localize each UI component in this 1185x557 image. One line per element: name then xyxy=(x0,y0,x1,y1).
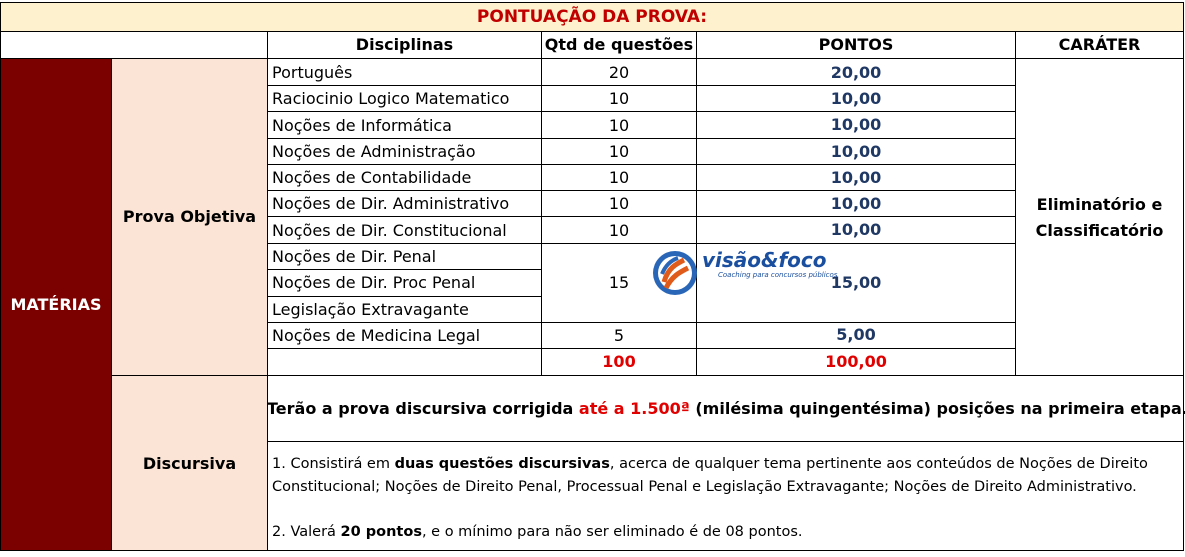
header-spacer xyxy=(0,31,268,59)
pontos-cell: 10,00 xyxy=(830,194,882,213)
note1-bold: duas questões discursivas xyxy=(394,456,610,472)
qtd-cell: 15 xyxy=(608,273,630,292)
discursiva-banner: Terão a prova discursiva corrigida até a… xyxy=(267,396,1185,422)
row-divider xyxy=(267,296,542,297)
qtd-cell: 10 xyxy=(608,168,630,187)
logo-brand: visão&foco xyxy=(702,248,827,272)
pontos-cell: 10,00 xyxy=(830,168,882,187)
disciplina-cell: Português xyxy=(272,63,353,82)
row-divider xyxy=(267,190,1016,191)
qtd-cell: 10 xyxy=(608,89,630,108)
header-pontos-label: PONTOS xyxy=(818,35,894,54)
pontos-cell: 20,00 xyxy=(830,63,882,82)
discursiva-note-1-line-2: Constitucional; Noções de Direito Penal,… xyxy=(272,479,1137,495)
row-divider xyxy=(267,269,542,270)
note2-bold: 20 pontos xyxy=(340,524,422,540)
disciplina-cell: Legislação Extravagante xyxy=(272,300,469,319)
discursiva-note-1-line-1: 1. Consistirá em duas questões discursiv… xyxy=(272,451,1148,477)
row-divider xyxy=(267,164,1016,165)
note1-after: , acerca de qualquer tema pertinente aos… xyxy=(609,456,1148,472)
discursiva-notes-cell xyxy=(267,441,1184,551)
disciplina-cell: Noções de Dir. Constitucional xyxy=(272,221,507,240)
page-title: PONTUAÇÃO DA PROVA: xyxy=(476,7,708,27)
disciplina-cell: Noções de Informática xyxy=(272,116,452,135)
carater-value-line2: Classificatório xyxy=(1035,221,1164,240)
header-qtd-label: Qtd de questões xyxy=(544,35,694,54)
pontos-cell: 5,00 xyxy=(836,325,876,344)
qtd-cell: 10 xyxy=(608,142,630,161)
qtd-cell: 10 xyxy=(608,221,630,240)
discursiva-label: Discursiva xyxy=(142,454,237,473)
pontos-cell: 10,00 xyxy=(830,115,882,134)
pontos-cell: 15,00 xyxy=(830,273,882,292)
qtd-cell: 20 xyxy=(608,63,630,82)
row-divider xyxy=(267,138,1016,139)
row-divider xyxy=(267,243,1016,244)
total-qtd: 100 xyxy=(602,352,636,371)
discursiva-note-2: 2. Valerá 20 pontos, e o mínimo para não… xyxy=(272,519,803,545)
row-divider xyxy=(267,348,1016,349)
pontos-cell: 10,00 xyxy=(830,220,882,239)
qtd-cell: 10 xyxy=(608,116,630,135)
banner-highlight: até a 1.500ª xyxy=(578,399,690,418)
disciplina-cell: Noções de Administração xyxy=(272,142,476,161)
header-disciplinas-label: Disciplinas xyxy=(355,35,454,54)
total-pontos: 100,00 xyxy=(825,352,887,371)
disciplina-cell: Noções de Medicina Legal xyxy=(272,326,481,345)
row-divider xyxy=(267,216,1016,217)
pontos-cell: 10,00 xyxy=(830,89,882,108)
materias-cell xyxy=(0,58,112,551)
banner-text-after: (milésima quingentésima) posições na pri… xyxy=(689,399,1185,418)
banner-text-before: Terão a prova discursiva corrigida xyxy=(267,399,579,418)
qtd-cell: 10 xyxy=(608,194,630,213)
materias-label: MATÉRIAS xyxy=(10,295,102,314)
row-divider xyxy=(267,85,1016,86)
row-divider xyxy=(267,322,1016,323)
disciplina-cell: Raciocinio Logico Matematico xyxy=(272,89,510,108)
disciplina-cell: Noções de Dir. Administrativo xyxy=(272,194,510,213)
visao-foco-logo: visão&foco Coaching para concursos públi… xyxy=(650,246,837,298)
disciplina-cell: Noções de Dir. Penal xyxy=(272,247,437,266)
pontos-cell: 10,00 xyxy=(830,142,882,161)
logo-tagline: Coaching para concursos públicos xyxy=(718,271,838,279)
qtd-cell: 5 xyxy=(613,326,625,345)
row-divider xyxy=(267,111,1016,112)
carater-value-line1: Eliminatório e xyxy=(1036,195,1163,214)
note2-after: , e o mínimo para não ser eliminado é de… xyxy=(421,524,803,540)
note2-before: 2. Valerá xyxy=(272,524,341,540)
objetiva-label: Prova Objetiva xyxy=(122,207,257,226)
visao-foco-logo-icon xyxy=(653,251,697,295)
header-carater-label: CARÁTER xyxy=(1058,35,1141,54)
note1-before: 1. Consistirá em xyxy=(272,456,395,472)
disciplina-cell: Noções de Contabilidade xyxy=(272,168,472,187)
disciplina-cell: Noções de Dir. Proc Penal xyxy=(272,273,476,292)
